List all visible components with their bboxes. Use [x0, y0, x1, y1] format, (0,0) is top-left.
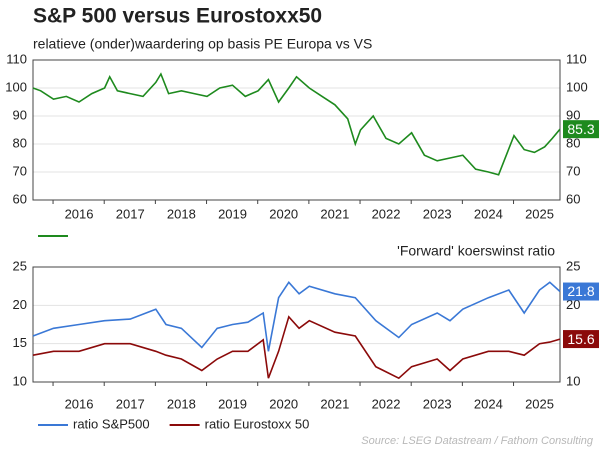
- x-tick-label: 2022: [372, 206, 401, 221]
- x-tick-label: 2020: [269, 396, 298, 411]
- y-tick-label: 20: [13, 297, 27, 312]
- y-tick-label: 60: [13, 191, 27, 206]
- panel-title: 'Forward' koerswinst ratio: [397, 243, 555, 259]
- x-tick-label: 2017: [116, 396, 145, 411]
- x-tick-label: 2019: [218, 206, 247, 221]
- y-tick-label: 80: [13, 135, 27, 150]
- y-tick-label: 70: [13, 163, 27, 178]
- end-label: 21.8: [567, 283, 594, 299]
- x-tick-label: 2017: [116, 206, 145, 221]
- x-tick-label: 2016: [65, 396, 94, 411]
- series-line: [32, 72, 561, 176]
- x-tick-label: 2022: [372, 396, 401, 411]
- y-tick-label: 25: [13, 258, 27, 273]
- y-tick-label-right: 10: [566, 373, 580, 388]
- x-tick-label: 2020: [269, 206, 298, 221]
- y-tick-label: 100: [5, 79, 27, 94]
- y-tick-label-right: 25: [566, 258, 580, 273]
- x-tick-label: 2021: [320, 206, 349, 221]
- y-tick-label-right: 100: [566, 79, 588, 94]
- y-tick-label: 15: [13, 335, 27, 350]
- y-tick-label-right: 110: [566, 51, 587, 66]
- x-tick-label: 2024: [474, 206, 503, 221]
- y-tick-label: 90: [13, 107, 27, 122]
- x-tick-label: 2016: [65, 206, 94, 221]
- legend-label: ratio Eurostoxx 50: [205, 416, 310, 431]
- y-tick-label: 10: [13, 373, 27, 388]
- y-tick-label-right: 60: [566, 191, 580, 206]
- x-tick-label: 2023: [423, 396, 452, 411]
- legend-label: ratio S&P500: [73, 416, 150, 431]
- chart-subtitle: relatieve (onder)waardering op basis PE …: [33, 36, 372, 52]
- source: Source: LSEG Datastream / Fathom Consult…: [361, 435, 594, 447]
- series-line: [32, 280, 561, 352]
- x-tick-label: 2025: [525, 206, 554, 221]
- x-tick-label: 2024: [474, 396, 503, 411]
- x-tick-label: 2018: [167, 206, 196, 221]
- chart-title: S&P 500 versus Eurostoxx50: [33, 5, 322, 28]
- end-label: 15.6: [567, 331, 594, 347]
- y-tick-label-right: 70: [566, 163, 580, 178]
- end-label-box: [563, 282, 599, 301]
- end-label-box: [563, 120, 599, 139]
- y-tick-label-right: 90: [566, 107, 580, 122]
- series-line: [32, 315, 561, 380]
- end-label-box: [563, 330, 599, 349]
- x-tick-label: 2023: [423, 206, 452, 221]
- x-tick-label: 2021: [320, 396, 349, 411]
- x-tick-label: 2019: [218, 396, 247, 411]
- plot-frame: [32, 266, 561, 383]
- x-tick-label: 2018: [167, 396, 196, 411]
- end-label: 85.3: [567, 121, 594, 137]
- y-tick-label-right: 80: [566, 135, 580, 150]
- y-tick-label: 110: [6, 51, 27, 66]
- x-tick-label: 2025: [525, 396, 554, 411]
